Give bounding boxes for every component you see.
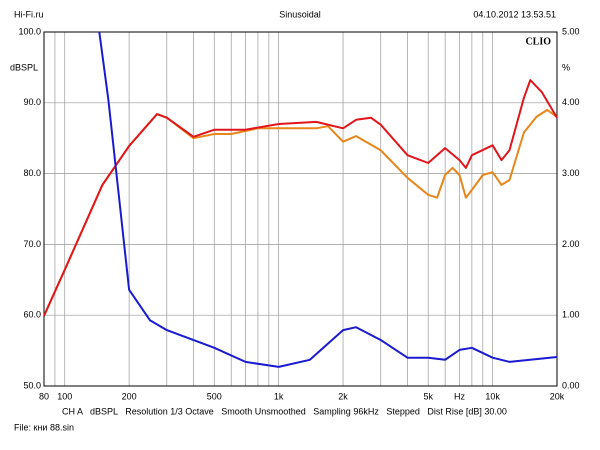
x-tick-label: 10k (485, 391, 500, 401)
file-name: File: кни 88.sin (14, 422, 74, 432)
y-tick-label: 90.0 (23, 97, 41, 107)
header-left: Hi-Fi.ru (14, 9, 44, 19)
chart-title: Sinusoidal (279, 9, 321, 19)
series-line (43, 79, 558, 317)
x-tick-label: 200 (122, 391, 137, 401)
y-tick-label: 60.0 (23, 310, 41, 320)
x-axis-label: Hz (454, 391, 465, 401)
footer: CH A dBSPL Resolution 1/3 Octave Smooth … (62, 406, 507, 416)
y-tick-label: 100.0 (18, 26, 41, 36)
x-tick-label: 2k (338, 391, 348, 401)
series-line (98, 31, 558, 368)
x-tick-label: 20k (550, 391, 565, 401)
y-axis-label: dBSPL (10, 62, 38, 72)
y2-tick-label: 5.00 (562, 26, 580, 36)
y-tick-label: 70.0 (23, 239, 41, 249)
plot-frame (43, 31, 558, 387)
x-tick-label: 500 (207, 391, 222, 401)
y2-tick-label: 3.00 (562, 168, 580, 178)
header-right: 04.10.2012 13.53.51 (473, 9, 556, 19)
y2-tick-label: 1.00 (562, 310, 580, 320)
y2-tick-label: 0.00 (562, 380, 580, 390)
x-tick-label: 80 (39, 391, 49, 401)
y-tick-label: 50.0 (23, 380, 41, 390)
x-tick-label: 5k (423, 391, 433, 401)
x-tick-label: 1k (274, 391, 284, 401)
y2-tick-label: 4.00 (562, 97, 580, 107)
y2-axis-label: % (562, 62, 570, 72)
y-tick-label: 80.0 (23, 168, 41, 178)
y2-tick-label: 2.00 (562, 239, 580, 249)
brand: CLIO (525, 36, 551, 47)
x-tick-label: 100 (57, 391, 72, 401)
